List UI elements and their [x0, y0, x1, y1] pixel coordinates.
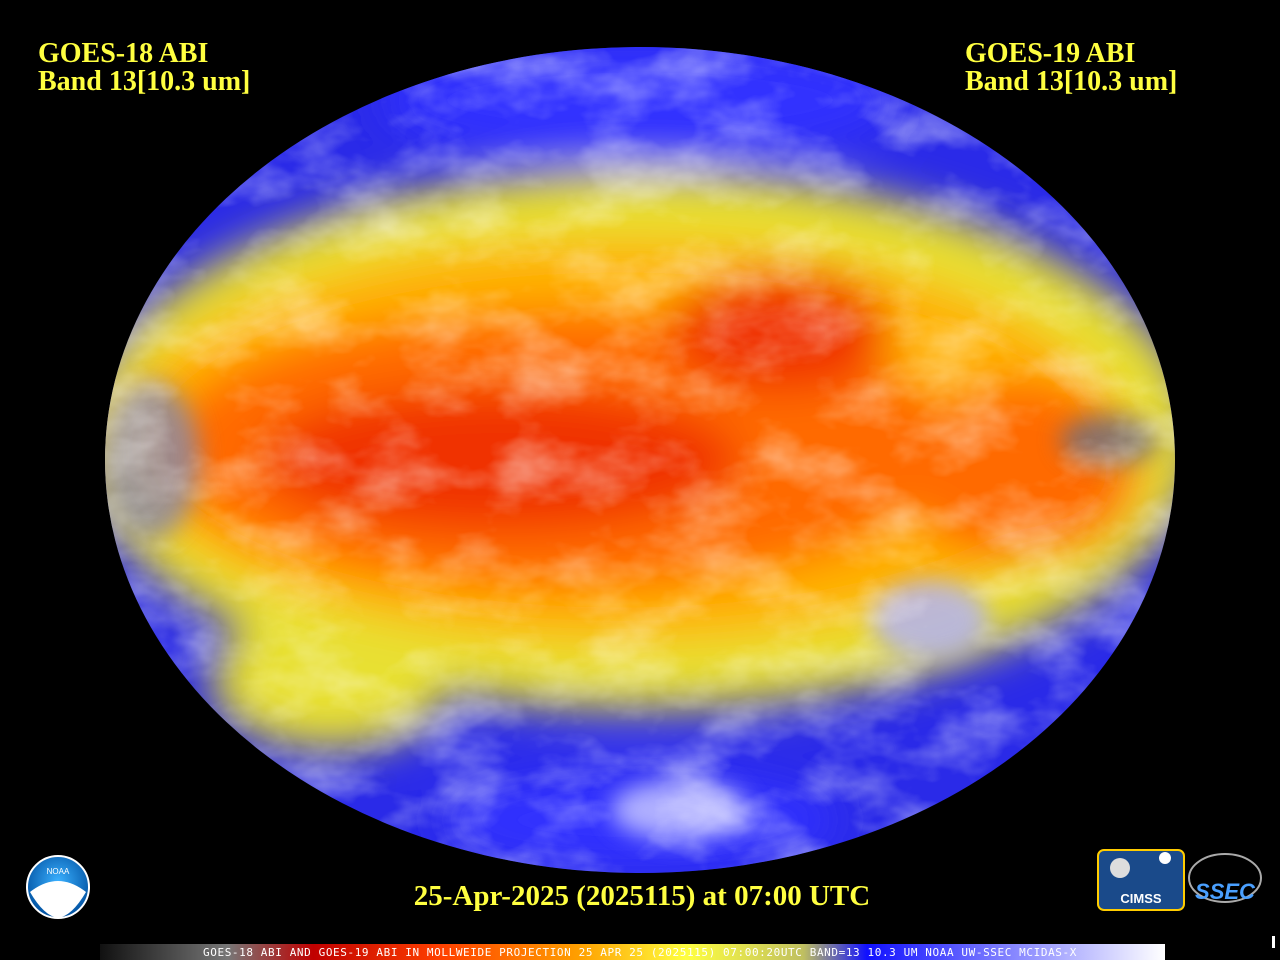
cimss-label: CIMSS	[1120, 891, 1162, 906]
noaa-label: NOAA	[47, 867, 70, 876]
marker	[1272, 936, 1275, 948]
caption: GOES-18 ABI AND GOES-19 ABI IN MOLLWEIDE…	[203, 946, 1077, 959]
left-band: Band 13[10.3 um]	[38, 66, 250, 97]
color-bar	[100, 944, 1165, 960]
right-satellite: GOES-19 ABI	[965, 38, 1135, 69]
cimss-logo: CIMSS	[1097, 849, 1185, 911]
ssec-logo: SSEC	[1188, 853, 1262, 904]
right-band: Band 13[10.3 um]	[965, 66, 1177, 97]
left-satellite: GOES-18 ABI	[38, 38, 208, 69]
noaa-logo: NOAA	[26, 855, 90, 919]
globe	[105, 47, 1175, 873]
ssec-label: SSEC	[1195, 879, 1256, 904]
timestamp: 25-Apr-2025 (2025115) at 07:00 UTC	[414, 880, 870, 912]
